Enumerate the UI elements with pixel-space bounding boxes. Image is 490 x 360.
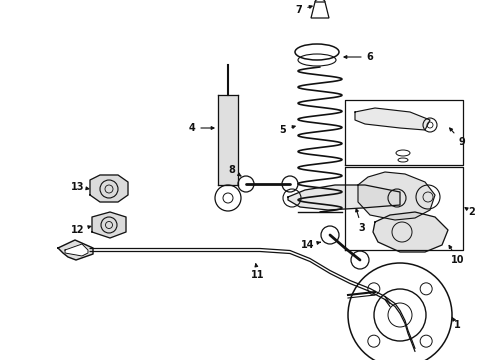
- Polygon shape: [373, 212, 448, 252]
- Text: 12: 12: [71, 225, 91, 235]
- Text: 14: 14: [301, 240, 320, 250]
- Text: 2: 2: [465, 207, 475, 217]
- Text: 10: 10: [449, 246, 465, 265]
- Text: 3: 3: [356, 209, 366, 233]
- Text: 4: 4: [189, 123, 214, 133]
- Text: 1: 1: [452, 317, 461, 330]
- Polygon shape: [58, 240, 93, 260]
- Text: 8: 8: [228, 165, 241, 176]
- Polygon shape: [355, 108, 430, 130]
- Text: 9: 9: [450, 128, 465, 147]
- Text: 5: 5: [280, 125, 295, 135]
- Text: 7: 7: [295, 5, 312, 15]
- Text: 11: 11: [251, 264, 265, 280]
- Text: 6: 6: [344, 52, 373, 62]
- Polygon shape: [358, 172, 435, 220]
- Polygon shape: [65, 244, 88, 256]
- Text: 13: 13: [71, 182, 89, 192]
- Polygon shape: [288, 185, 400, 210]
- Polygon shape: [90, 175, 128, 202]
- Polygon shape: [92, 212, 126, 238]
